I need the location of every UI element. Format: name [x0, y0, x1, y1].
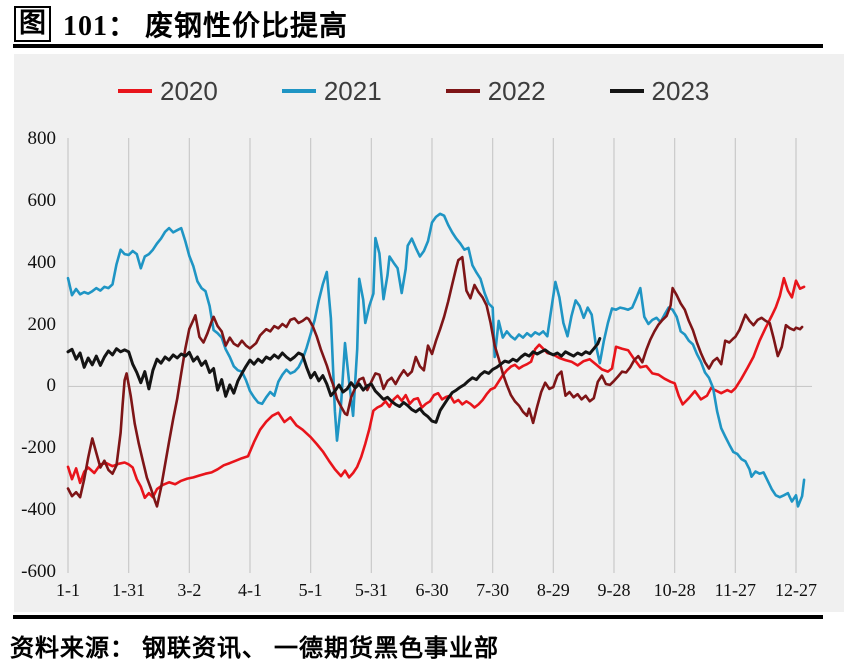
series-line-2022: [66, 255, 804, 508]
x-tick-label: 6-30: [415, 580, 449, 600]
figure-badge: 图: [14, 6, 51, 42]
legend-label: 2023: [651, 76, 710, 106]
series-line-2023: [66, 337, 602, 424]
legend-item-2020: 2020: [118, 78, 218, 104]
x-tick-label: 1-1: [56, 580, 80, 600]
chart-area: 2020 2021 2022 2023 800 600 400 200 0 -200 -400 -6…: [14, 54, 844, 612]
series-line-2021: [66, 212, 806, 508]
chart-legend: 2020 2021 2022 2023: [118, 78, 709, 104]
y-tick-label: -600: [21, 561, 56, 582]
legend-label: 2021: [323, 76, 382, 106]
y-tick-label: 800: [27, 128, 57, 149]
y-tick-label: 200: [27, 313, 57, 335]
x-tick-label: 1-31: [112, 580, 146, 600]
y-tick-label: 600: [27, 189, 57, 211]
legend-item-2023: 2023: [609, 76, 710, 106]
figure-title: 101： 废钢性价比提高: [63, 11, 349, 42]
top-divider: [13, 44, 823, 48]
legend-swatch-2021: [281, 89, 316, 93]
x-tick-label: 9-28: [597, 580, 631, 600]
legend-label: 2022: [487, 76, 546, 106]
x-tick-label: 4-1: [237, 580, 262, 600]
x-tick-label: 8-29: [536, 580, 570, 600]
y-tick-label: -400: [21, 499, 56, 521]
x-tick-label: 11-27: [714, 580, 756, 600]
y-axis-labels: 800 600 400 200 0 -200 -400 -600: [14, 54, 58, 612]
y-tick-label: 400: [27, 251, 57, 273]
y-tick-label: 0: [46, 375, 57, 397]
legend-label: 2020: [160, 76, 218, 106]
figure-header: 图 101： 废钢性价比提高: [14, 5, 348, 43]
x-tick-label: 12-27: [774, 580, 817, 600]
x-tick-label: 5-1: [298, 580, 323, 600]
x-axis-labels: 1-1 1-31 3-2 4-1 5-1 5-31 6-30 7-30 8-29 9-28 10-2…: [14, 54, 844, 612]
source-note: 资料来源： 钢联资讯、 一德期货黑色事业部: [10, 636, 499, 662]
series-line-2020: [66, 276, 806, 500]
x-tick-label: 3-2: [177, 580, 202, 600]
bottom-divider: [13, 615, 823, 619]
legend-item-2021: 2021: [281, 76, 382, 106]
plot-canvas: [66, 138, 812, 573]
y-tick-label: -200: [21, 437, 56, 459]
x-tick-label: 10-28: [653, 580, 696, 600]
legend-item-2022: 2022: [445, 76, 546, 106]
legend-swatch-2020: [118, 89, 152, 93]
x-tick-label: 5-31: [354, 580, 388, 600]
x-tick-label: 7-30: [476, 580, 510, 600]
legend-swatch-2023: [609, 89, 644, 93]
legend-swatch-2022: [445, 89, 480, 93]
